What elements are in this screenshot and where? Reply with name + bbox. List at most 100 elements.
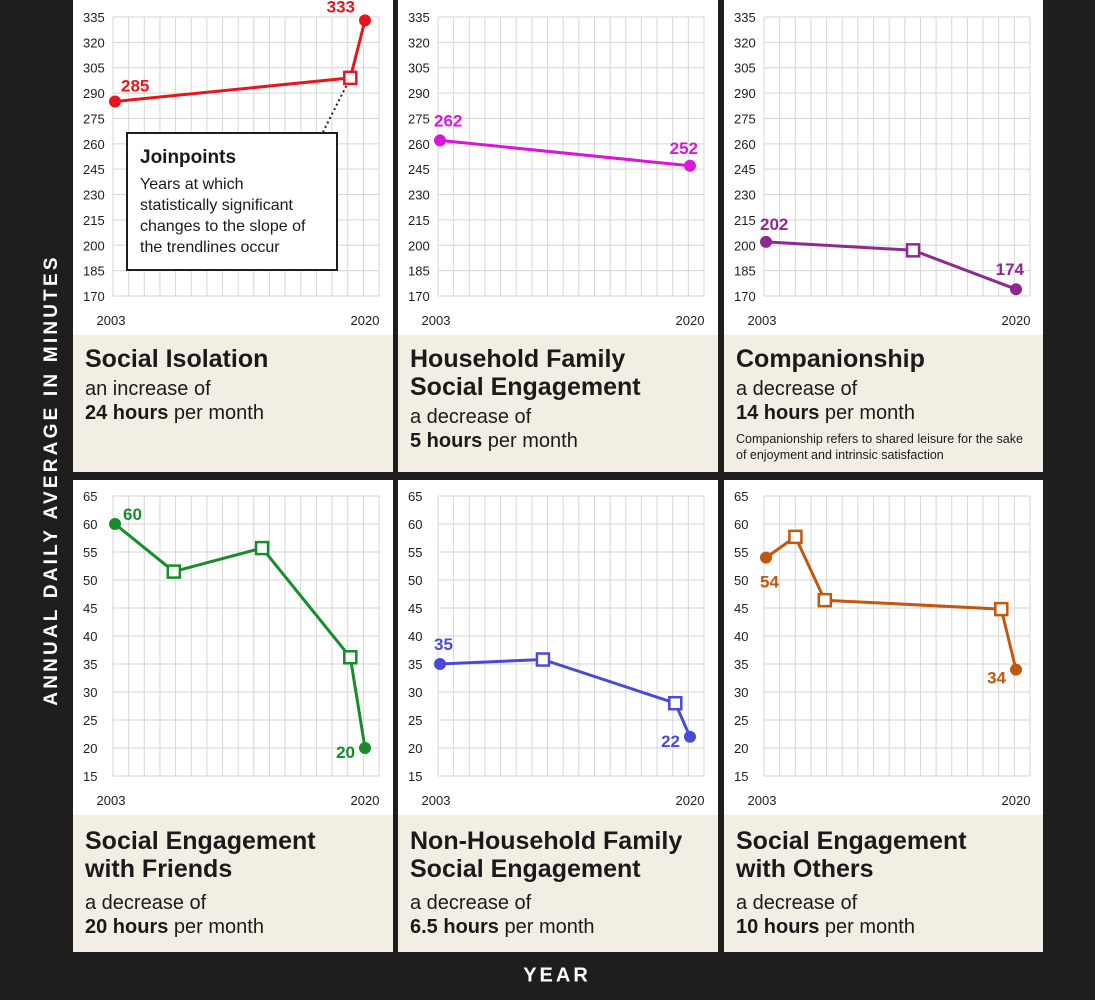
chart-subtitle: a decrease of (85, 892, 207, 914)
caption-non-household-family-social-engagement: Non-Household Family Social Engagement a … (398, 815, 718, 952)
endpoint-marker (434, 134, 446, 147)
y-tick-label: 320 (734, 35, 756, 50)
endpoint-marker (684, 159, 696, 172)
grid (437, 495, 705, 777)
endpoint-marker (684, 730, 696, 743)
y-tick-label: 290 (734, 86, 756, 101)
legend-leader-line (322, 85, 348, 133)
chart-change-amount: 24 hours per month (85, 401, 381, 425)
y-tick-label: 55 (408, 545, 422, 560)
caption-household-family-social-engagement: Household Family Social Engagement a decr… (398, 335, 718, 472)
y-tick-label: 20 (83, 741, 97, 756)
y-tick-label: 320 (83, 35, 105, 50)
y-tick-label: 15 (734, 769, 748, 784)
y-tick-label: 170 (734, 289, 756, 304)
chart-subtitle: an increase of (85, 378, 211, 400)
data-label: 60 (123, 505, 142, 524)
data-label: 35 (434, 635, 453, 654)
data-label: 34 (987, 669, 1006, 688)
joinpoint-marker (535, 652, 551, 667)
change-unit: per month (498, 916, 595, 938)
y-tick-label: 50 (734, 573, 748, 588)
endpoint-marker (1010, 663, 1022, 676)
y-tick-label: 275 (83, 111, 105, 126)
y-tick-label: 20 (734, 741, 748, 756)
y-tick-label: 30 (408, 685, 422, 700)
y-tick-label: 170 (83, 289, 105, 304)
series-line (439, 658, 692, 738)
y-tick-label: 230 (734, 188, 756, 203)
y-tick-label: 185 (83, 264, 105, 279)
endpoint-marker (1010, 283, 1022, 296)
y-tick-label: 305 (408, 61, 430, 76)
y-tick-label: 200 (83, 238, 105, 253)
data-label: 174 (996, 260, 1025, 279)
y-tick-label: 305 (734, 61, 756, 76)
y-tick-label: 290 (408, 86, 430, 101)
caption-social-engagement-with-others: Social Engagement with Others a decrease … (724, 815, 1043, 952)
grid (437, 16, 705, 297)
x-tick-label: 2003 (422, 313, 451, 328)
change-value: 5 hours (410, 430, 483, 452)
joinpoint-marker (817, 592, 833, 608)
chart-companionship: 335 320 305 290 275 260 245 230 215 200 185 170 2003… (734, 10, 1031, 328)
y-tick-label: 55 (83, 545, 97, 560)
joinpoint-marker (788, 529, 803, 545)
panel-social-isolation: 335 320 305 290 275 260 245 230 215 200 185 170 2003… (73, 0, 393, 472)
y-tick-label: 335 (408, 10, 430, 25)
y-tick-label: 230 (83, 188, 105, 203)
panel-non-household-family-social-engagement: 65 60 55 50 45 40 35 30 25 20 15 2003 2020 35 22 Non-Ho… (398, 480, 718, 952)
chart-household-family-social-engagement: 335 320 305 290 275 260 245 230 215 200 185 170 2003… (408, 10, 705, 328)
x-tick-label: 2003 (748, 313, 777, 328)
y-tick-label: 45 (83, 601, 97, 616)
endpoint-marker (109, 518, 121, 530)
x-tick-label: 2003 (422, 793, 451, 808)
change-value: 6.5 hours (410, 916, 499, 938)
y-tick-label: 50 (408, 573, 422, 588)
y-tick-label: 215 (408, 213, 430, 228)
y-tick-label: 65 (734, 489, 748, 504)
y-tick-label: 245 (83, 162, 105, 177)
y-tick-label: 290 (83, 86, 105, 101)
y-tick-label: 60 (408, 517, 422, 532)
caption-companionship: Companionship a decrease of 14 hours per m… (724, 335, 1043, 472)
legend-title: Joinpoints (140, 147, 237, 168)
endpoint-marker (434, 658, 446, 670)
panel-social-engagement-with-friends: 65 60 55 50 45 40 35 30 25 20 15 2003 2020 60 20 Social… (73, 480, 393, 952)
chart-subtitle: a decrease of (736, 892, 858, 914)
y-tick-label: 215 (83, 213, 105, 228)
y-tick-label: 40 (83, 629, 97, 644)
joinpoint-marker (994, 601, 1009, 617)
chart-change-amount: 6.5 hours per month (410, 915, 706, 939)
chart-title: Social Engagement with Friends (85, 827, 316, 883)
change-value: 10 hours (736, 916, 820, 938)
panel-companionship: 335 320 305 290 275 260 245 230 215 200 185 170 2003… (724, 0, 1043, 472)
change-value: 24 hours (85, 402, 169, 424)
y-tick-label: 20 (408, 741, 422, 756)
chart-title: Household Family Social Engagement (410, 345, 641, 401)
y-tick-label: 25 (408, 713, 422, 728)
x-tick-label: 2003 (748, 793, 777, 808)
grid (763, 16, 1031, 297)
y-tick-label: 275 (734, 111, 756, 126)
chart-change-amount: 5 hours per month (410, 429, 706, 453)
panel-household-family-social-engagement: 335 320 305 290 275 260 245 230 215 200 185 170 2003… (398, 0, 718, 472)
change-value: 20 hours (85, 916, 169, 938)
endpoint-marker (760, 235, 772, 248)
data-label: 285 (121, 77, 149, 96)
y-tick-label: 335 (734, 10, 756, 25)
y-tick-label: 260 (408, 137, 430, 152)
y-tick-label: 200 (408, 238, 430, 253)
series-line (114, 20, 367, 103)
y-tick-label: 35 (408, 657, 422, 672)
data-label: 20 (336, 743, 355, 762)
change-unit: per month (482, 430, 578, 452)
data-label: 22 (661, 732, 680, 751)
y-tick-label: 15 (408, 769, 422, 784)
y-axis-title: ANNUAL DAILY AVERAGE IN MINUTES (41, 254, 62, 706)
y-tick-label: 245 (408, 162, 430, 177)
x-tick-label: 2020 (351, 793, 380, 808)
chart-subtitle: a decrease of (736, 378, 858, 400)
y-tick-label: 185 (734, 264, 756, 279)
